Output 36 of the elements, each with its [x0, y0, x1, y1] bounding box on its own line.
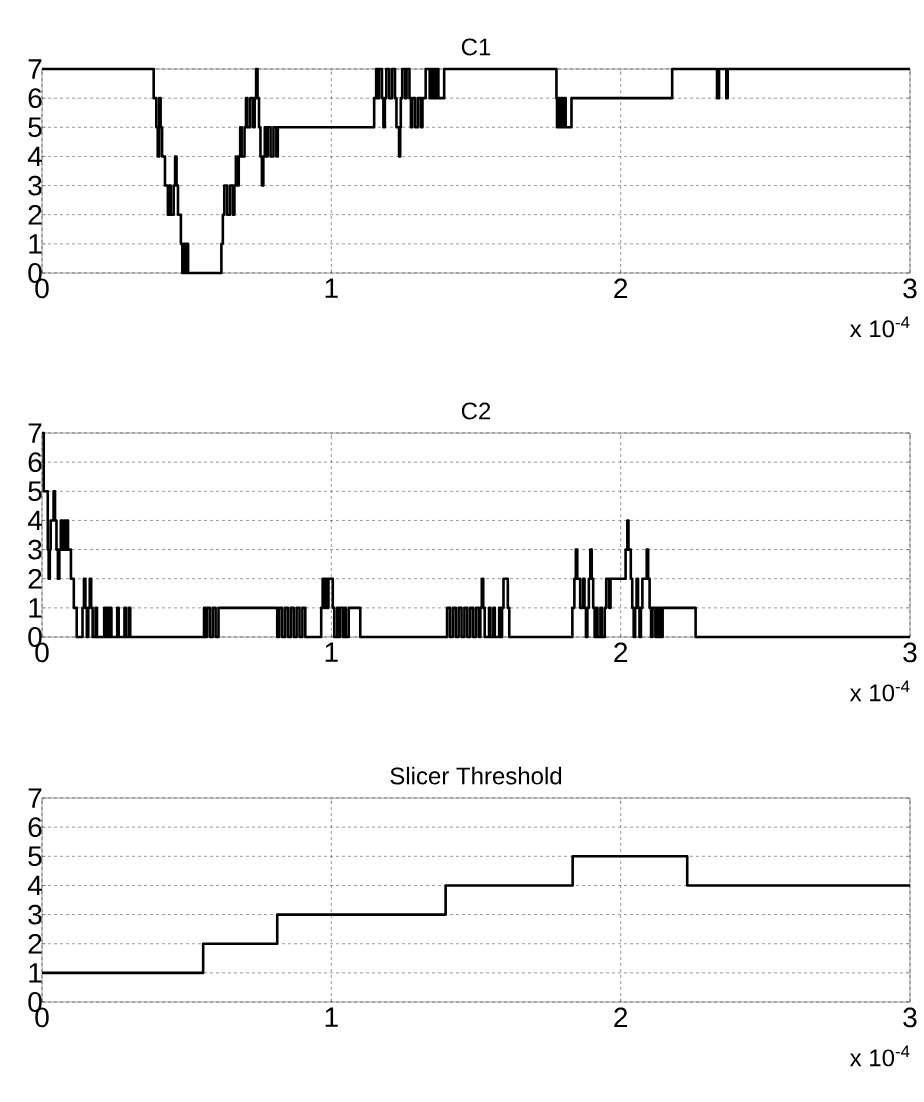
x-tick-label: 2: [614, 642, 628, 663]
x-tick-label: 1: [325, 278, 338, 298]
x-tick-label: 3: [903, 642, 917, 663]
y-tick-label: 5: [28, 481, 42, 502]
y-tick-label: 4: [27, 146, 42, 167]
y-tick-label: 5: [28, 117, 42, 138]
x-tick-label: 3: [903, 1007, 917, 1028]
y-tick-label: 6: [28, 88, 42, 109]
x-tick-label: 1: [325, 642, 338, 662]
y-tick-label: 7: [28, 59, 42, 79]
y-tick-label: 1: [29, 598, 42, 618]
chart-title: C1: [461, 38, 491, 56]
y-tick-label: 7: [28, 423, 42, 443]
x-tick-label: 3: [903, 278, 917, 299]
y-tick-label: 3: [28, 175, 42, 196]
chart-title: C2: [461, 402, 491, 420]
x-axis-title: x 10$^{-4}$: [849, 1045, 910, 1067]
x-axis-title: x 10$^{-4}$: [849, 316, 910, 338]
x-tick-label: 1: [325, 1007, 338, 1027]
y-tick-label: 4: [27, 510, 42, 531]
x-tick-label: 2: [614, 278, 628, 299]
x-tick-label: 2: [614, 1007, 628, 1028]
y-tick-label: 7: [28, 788, 42, 808]
y-tick-label: 4: [27, 875, 42, 896]
y-tick-label: 6: [28, 452, 42, 473]
y-tick-label: 3: [28, 539, 42, 560]
y-tick-label: 2: [28, 204, 42, 225]
chart-title: Slicer Threshold: [390, 766, 562, 785]
y-tick-label: 3: [28, 904, 42, 925]
y-tick-label: 2: [28, 568, 42, 589]
x-axis-title: x 10$^{-4}$: [849, 680, 910, 702]
y-tick-label: 2: [28, 933, 42, 954]
y-tick-label: 1: [29, 963, 42, 983]
y-tick-label: 6: [28, 817, 42, 838]
y-tick-label: 5: [28, 846, 42, 867]
y-tick-label: 1: [29, 234, 42, 254]
